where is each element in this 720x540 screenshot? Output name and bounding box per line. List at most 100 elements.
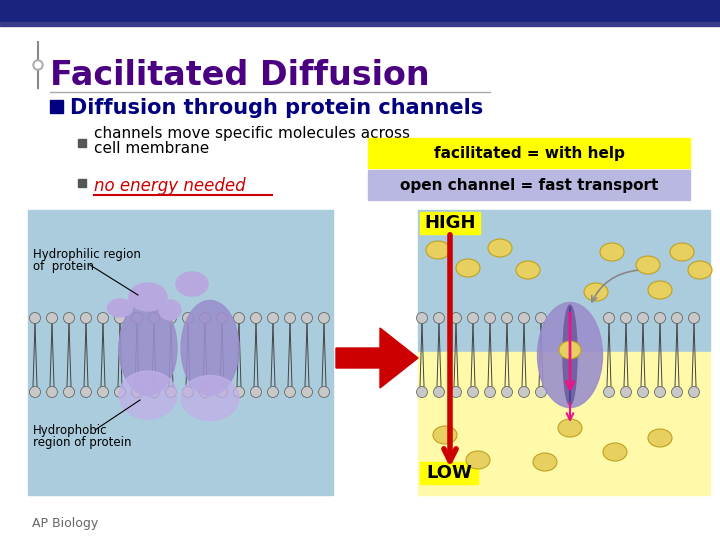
Circle shape — [217, 387, 228, 397]
Text: LOW: LOW — [426, 464, 472, 482]
Circle shape — [451, 313, 462, 323]
Text: no energy needed: no energy needed — [94, 177, 246, 195]
Text: Diffusion through protein channels: Diffusion through protein channels — [70, 98, 483, 118]
Ellipse shape — [159, 300, 181, 320]
Circle shape — [35, 62, 41, 68]
Ellipse shape — [558, 419, 582, 437]
Circle shape — [284, 313, 295, 323]
Circle shape — [30, 387, 40, 397]
Polygon shape — [336, 328, 418, 388]
Circle shape — [30, 313, 40, 323]
Circle shape — [166, 313, 176, 323]
Circle shape — [416, 313, 428, 323]
Circle shape — [63, 387, 74, 397]
Circle shape — [114, 387, 125, 397]
Circle shape — [536, 387, 546, 397]
Ellipse shape — [559, 341, 581, 359]
Circle shape — [621, 313, 631, 323]
Circle shape — [114, 313, 125, 323]
Ellipse shape — [538, 302, 603, 408]
Ellipse shape — [648, 429, 672, 447]
Circle shape — [451, 387, 462, 397]
Circle shape — [518, 387, 529, 397]
Circle shape — [182, 387, 194, 397]
Ellipse shape — [584, 283, 608, 301]
Ellipse shape — [119, 371, 177, 419]
Circle shape — [148, 313, 160, 323]
Text: of  protein: of protein — [33, 260, 94, 273]
Ellipse shape — [603, 443, 627, 461]
Text: facilitated = with help: facilitated = with help — [433, 146, 624, 161]
Bar — [418, 210, 710, 352]
Circle shape — [688, 313, 700, 323]
Ellipse shape — [563, 305, 577, 405]
Text: HIGH: HIGH — [424, 214, 476, 232]
Ellipse shape — [488, 239, 512, 257]
Circle shape — [81, 313, 91, 323]
Circle shape — [654, 387, 665, 397]
Ellipse shape — [516, 261, 540, 279]
Circle shape — [233, 387, 245, 397]
Circle shape — [603, 313, 614, 323]
Circle shape — [318, 387, 330, 397]
Ellipse shape — [648, 281, 672, 299]
Ellipse shape — [688, 261, 712, 279]
Circle shape — [182, 313, 194, 323]
Bar — [368, 138, 690, 168]
Text: Hydrophobic: Hydrophobic — [33, 424, 107, 437]
Ellipse shape — [107, 299, 132, 317]
Bar — [418, 352, 710, 495]
Ellipse shape — [119, 300, 177, 395]
Circle shape — [47, 313, 58, 323]
Circle shape — [63, 313, 74, 323]
Text: Hydrophilic region: Hydrophilic region — [33, 248, 141, 261]
Circle shape — [502, 387, 513, 397]
Circle shape — [502, 313, 513, 323]
Circle shape — [467, 387, 479, 397]
Circle shape — [132, 387, 143, 397]
Bar — [368, 170, 690, 200]
Circle shape — [251, 313, 261, 323]
Circle shape — [302, 313, 312, 323]
Ellipse shape — [129, 283, 167, 311]
Text: channels move specific molecules across: channels move specific molecules across — [94, 126, 410, 141]
Circle shape — [433, 313, 444, 323]
Bar — [50, 100, 63, 113]
Text: region of protein: region of protein — [33, 436, 132, 449]
Ellipse shape — [426, 241, 450, 259]
Circle shape — [621, 387, 631, 397]
Circle shape — [217, 313, 228, 323]
Circle shape — [485, 313, 495, 323]
Ellipse shape — [181, 300, 239, 395]
Circle shape — [284, 387, 295, 397]
Circle shape — [132, 313, 143, 323]
Circle shape — [199, 387, 210, 397]
Circle shape — [467, 313, 479, 323]
Circle shape — [251, 387, 261, 397]
Circle shape — [199, 313, 210, 323]
Ellipse shape — [433, 426, 457, 444]
Circle shape — [433, 387, 444, 397]
Circle shape — [148, 387, 160, 397]
Circle shape — [166, 387, 176, 397]
Ellipse shape — [600, 243, 624, 261]
Ellipse shape — [466, 451, 490, 469]
Text: AP Biology: AP Biology — [32, 517, 98, 530]
Circle shape — [268, 387, 279, 397]
Circle shape — [536, 313, 546, 323]
Circle shape — [268, 313, 279, 323]
Circle shape — [81, 387, 91, 397]
Circle shape — [233, 313, 245, 323]
Circle shape — [485, 387, 495, 397]
Bar — [420, 462, 478, 484]
Text: Facilitated Diffusion: Facilitated Diffusion — [50, 59, 430, 92]
Circle shape — [47, 387, 58, 397]
Bar — [28, 210, 333, 495]
Circle shape — [688, 387, 700, 397]
Ellipse shape — [176, 272, 208, 296]
Circle shape — [416, 387, 428, 397]
Bar — [0, 0, 720, 22]
Circle shape — [302, 387, 312, 397]
Circle shape — [318, 313, 330, 323]
Circle shape — [672, 313, 683, 323]
